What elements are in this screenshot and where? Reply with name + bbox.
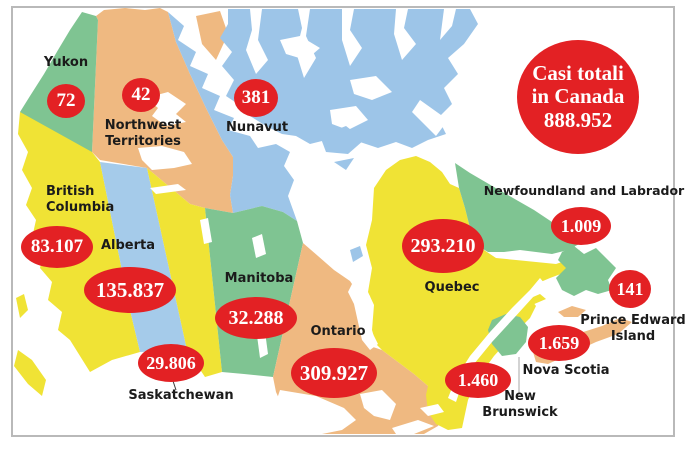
province-label-nwt: Northwest Territories bbox=[104, 118, 182, 149]
province-label-bc: British Columbia bbox=[46, 184, 115, 215]
province-shape-yukon bbox=[20, 12, 98, 152]
island-haida-gwaii bbox=[16, 294, 28, 318]
badge-value: 29.806 bbox=[146, 352, 196, 373]
lake-winnipeg-north bbox=[252, 234, 266, 258]
island-southampton bbox=[320, 126, 364, 154]
james-bay bbox=[348, 284, 378, 350]
badge-value: 1.659 bbox=[538, 332, 580, 353]
value-badge-nwt: 42 bbox=[122, 78, 160, 112]
province-label-newfoundland: Newfoundland and Labrador bbox=[483, 183, 685, 198]
value-badge-saskatchewan: 29.806 bbox=[138, 344, 204, 382]
province-shape-prince-edward-island bbox=[558, 306, 586, 317]
value-badge-nova-scotia: 1.659 bbox=[528, 325, 590, 361]
badge-value: 32.288 bbox=[228, 306, 284, 329]
arctic-channel bbox=[246, 9, 268, 74]
lake-reindeer bbox=[200, 218, 212, 244]
value-badge-new-brunswick: 1.460 bbox=[445, 362, 511, 398]
lake-erie bbox=[392, 420, 434, 434]
lake-athabasca bbox=[150, 184, 186, 194]
province-label-quebec: Quebec bbox=[424, 280, 480, 295]
badge-value: 293.210 bbox=[410, 234, 476, 257]
province-label-pei: Prince Edward Island bbox=[580, 313, 686, 344]
arctic-channel bbox=[280, 36, 320, 60]
value-badge-bc: 83.107 bbox=[21, 226, 93, 268]
arctic-channel bbox=[350, 76, 392, 100]
badge-value: 309.927 bbox=[299, 360, 369, 385]
total-badge-label: Casi totali in Canada bbox=[531, 60, 625, 108]
arctic-channel bbox=[342, 9, 362, 66]
badge-value: 141 bbox=[616, 278, 644, 299]
badge-value: 42 bbox=[131, 84, 151, 105]
value-badge-yukon: 72 bbox=[47, 84, 85, 118]
province-label-new-brunswick: New Brunswick bbox=[482, 389, 558, 420]
province-shape-labrador bbox=[455, 163, 581, 254]
province-label-alberta: Alberta bbox=[100, 238, 156, 253]
province-label-yukon: Yukon bbox=[43, 55, 89, 70]
value-badge-newfoundland: 1.009 bbox=[551, 207, 611, 245]
badge-value: 72 bbox=[56, 90, 76, 111]
island-newfoundland bbox=[556, 246, 616, 296]
arctic-channel bbox=[412, 100, 448, 136]
value-badge-quebec: 293.210 bbox=[402, 219, 484, 273]
value-badge-pei: 141 bbox=[609, 270, 651, 308]
lake-great-slave bbox=[138, 146, 192, 170]
value-badge-nunavut: 381 bbox=[234, 79, 278, 117]
island-coats bbox=[334, 158, 354, 170]
badge-value: 1.460 bbox=[457, 369, 499, 390]
st-lawrence-river bbox=[448, 278, 545, 402]
lake-superior bbox=[276, 390, 356, 434]
arctic-channel bbox=[440, 9, 456, 40]
province-shape-nunavut-mainland bbox=[168, 12, 297, 221]
island-belcher bbox=[350, 246, 363, 262]
total-badge: Casi totali in Canada 888.952 bbox=[517, 40, 639, 154]
badge-value: 1.009 bbox=[560, 215, 602, 236]
province-label-ontario: Ontario bbox=[310, 324, 366, 339]
province-label-saskatchewan: Saskatchewan bbox=[128, 388, 234, 403]
arctic-channel bbox=[394, 9, 416, 60]
arctic-channel bbox=[330, 106, 368, 130]
badge-value: 135.837 bbox=[95, 277, 165, 302]
island-vancouver bbox=[14, 350, 46, 396]
leader-line-saskatchewan bbox=[172, 380, 177, 391]
province-shape-nwt-peninsula bbox=[196, 11, 228, 60]
province-label-manitoba: Manitoba bbox=[224, 271, 294, 286]
total-badge-value: 888.952 bbox=[543, 108, 613, 133]
value-badge-manitoba: 32.288 bbox=[215, 297, 297, 339]
province-label-nunavut: Nunavut bbox=[225, 120, 289, 135]
province-label-nova-scotia: Nova Scotia bbox=[522, 363, 610, 378]
badge-value: 381 bbox=[241, 87, 271, 108]
badge-value: 83.107 bbox=[30, 236, 84, 257]
value-badge-alberta: 135.837 bbox=[84, 267, 176, 313]
lake-ontario bbox=[420, 404, 444, 416]
lake-huron bbox=[360, 390, 396, 420]
value-badge-ontario: 309.927 bbox=[291, 348, 377, 398]
